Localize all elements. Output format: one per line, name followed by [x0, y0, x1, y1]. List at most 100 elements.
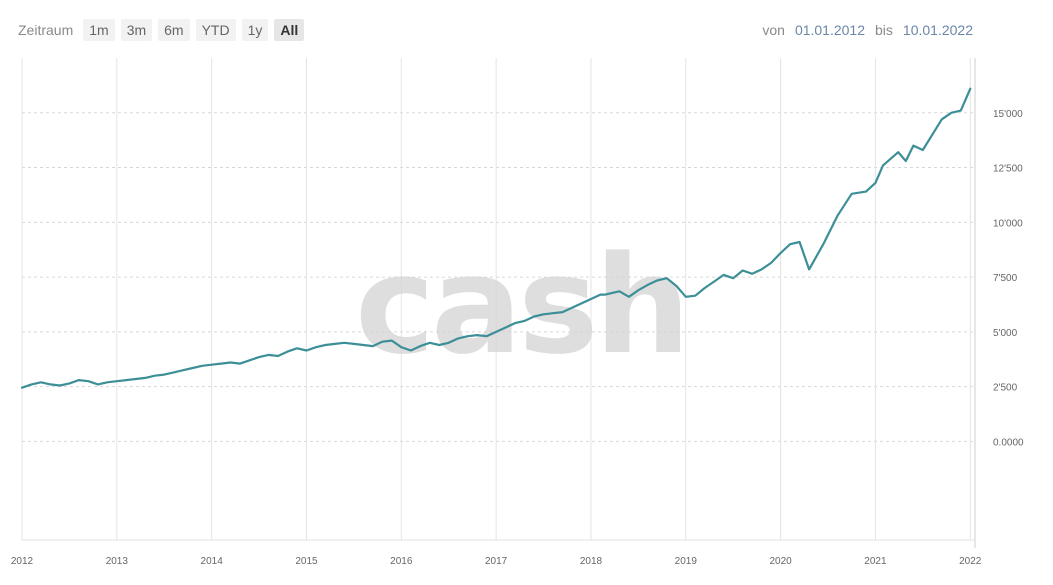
series-point [675, 285, 677, 287]
series-point [905, 160, 907, 162]
series-point [334, 343, 336, 345]
series-point [391, 340, 393, 342]
range-button-ytd[interactable]: YTD [195, 19, 236, 41]
x-tick-label: 2021 [864, 556, 887, 567]
series-point [552, 312, 554, 314]
series-point [890, 158, 892, 160]
series-point [882, 164, 884, 166]
y-tick-label: 7'500 [993, 273, 1018, 284]
y-tick-label: 10'000 [993, 218, 1023, 229]
series-point [761, 268, 763, 270]
range-button-1m[interactable]: 1m [83, 19, 115, 41]
series-point [742, 269, 744, 272]
range-button-3m[interactable]: 3m [120, 19, 153, 41]
series-point [343, 342, 345, 344]
series-point [950, 112, 952, 114]
series-point [116, 380, 118, 382]
from-date-input[interactable]: 01.01.2012 [794, 22, 866, 38]
series-point [182, 369, 184, 371]
series-point [666, 277, 668, 279]
series-point [922, 149, 924, 151]
series-point [230, 361, 232, 364]
series-point [49, 383, 52, 385]
range-button-6m[interactable]: 6m [158, 19, 190, 41]
series-point [590, 298, 592, 300]
series-point [30, 383, 33, 385]
x-tick-label: 2019 [675, 556, 698, 567]
series-point [571, 307, 573, 309]
series-point [239, 363, 241, 365]
series-point [410, 349, 412, 352]
series-point [154, 375, 156, 377]
series-point [486, 335, 488, 337]
x-tick-label: 2017 [485, 556, 508, 567]
series-point [106, 381, 108, 383]
series-point [324, 344, 326, 346]
date-range: von 01.01.2012 bis 10.01.2022 [762, 22, 973, 38]
x-tick-label: 2022 [959, 556, 982, 567]
series-point [542, 313, 545, 315]
series-point [220, 363, 222, 365]
series-line [20, 87, 972, 389]
series-point [419, 345, 421, 347]
x-tick-label: 2020 [769, 556, 792, 567]
series-point [580, 302, 583, 304]
series-point [505, 326, 507, 329]
y-tick-label: 5'000 [993, 328, 1018, 339]
series-point [40, 381, 42, 383]
to-label: bis [875, 22, 893, 38]
series-point [267, 354, 270, 356]
series-point [211, 364, 213, 366]
series-point [87, 380, 89, 382]
series-point [59, 384, 61, 387]
series-point [372, 345, 374, 347]
series-point [362, 344, 364, 346]
series-point [931, 134, 933, 136]
series-point [21, 387, 23, 389]
series-point [68, 382, 70, 384]
from-label: von [762, 22, 785, 38]
range-button-all[interactable]: All [274, 19, 305, 41]
series-point [163, 374, 165, 376]
series-point [647, 284, 649, 286]
series-point [618, 290, 621, 292]
grid [21, 58, 975, 540]
to-date-input[interactable]: 10.01.2022 [902, 22, 973, 38]
range-selector: Zeitraum 1m 3m 6m YTD 1y All [18, 19, 305, 41]
series-layer [20, 87, 972, 389]
series-point [713, 280, 715, 283]
series-point [448, 342, 450, 344]
series-point [144, 377, 146, 379]
x-tick-label: 2018 [580, 556, 603, 567]
series-point [438, 344, 440, 346]
series-point [599, 294, 602, 296]
series-point [201, 365, 203, 367]
series-point [296, 347, 298, 349]
series-point [277, 355, 279, 357]
y-tick-label: 12'500 [993, 164, 1023, 175]
series-point [822, 243, 824, 245]
watermark-logo: cash [355, 227, 687, 384]
series-point [969, 88, 971, 90]
series-point [912, 145, 915, 147]
series-point [851, 193, 853, 195]
series-point [524, 320, 526, 322]
series-point [457, 337, 459, 339]
x-tick-label: 2013 [106, 556, 129, 567]
series-point [628, 296, 630, 298]
y-tick-label: 2'500 [993, 383, 1018, 394]
series-point [353, 343, 355, 345]
x-tick-label: 2014 [201, 556, 224, 567]
range-button-1y[interactable]: 1y [241, 19, 269, 41]
series-point [694, 295, 696, 297]
series-point [941, 118, 943, 120]
series-point [467, 335, 469, 337]
series-point [495, 331, 497, 333]
series-point [808, 268, 810, 270]
y-tick-label: 0.0000 [993, 437, 1024, 448]
series-point [751, 273, 753, 275]
x-tick-label: 2015 [295, 556, 318, 567]
series-point [135, 378, 137, 380]
series-point [315, 346, 317, 348]
